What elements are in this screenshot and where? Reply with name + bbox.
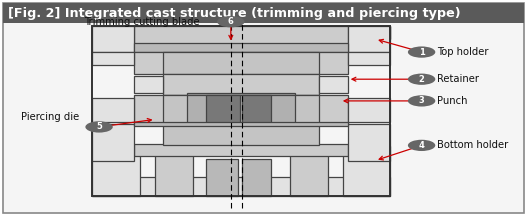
Bar <box>348 124 390 161</box>
Bar <box>92 26 390 196</box>
Bar <box>92 52 134 65</box>
Bar <box>134 26 348 48</box>
Bar <box>163 74 319 95</box>
Bar <box>232 94 252 137</box>
Circle shape <box>408 140 435 151</box>
Bar <box>242 159 271 196</box>
Bar <box>206 159 238 196</box>
Bar <box>319 76 348 93</box>
Circle shape <box>408 74 435 85</box>
Bar <box>155 146 193 196</box>
Bar <box>92 177 390 196</box>
Bar <box>348 26 390 52</box>
Text: Punch: Punch <box>437 96 468 106</box>
Bar <box>206 95 240 124</box>
Circle shape <box>408 95 435 107</box>
Text: 5: 5 <box>96 122 102 132</box>
Bar <box>290 146 328 196</box>
Bar <box>92 26 134 39</box>
Text: Retainer: Retainer <box>437 74 480 84</box>
Bar <box>134 144 348 156</box>
Bar <box>3 3 524 23</box>
Bar <box>163 52 319 74</box>
Bar <box>187 95 295 124</box>
Text: Bottom holder: Bottom holder <box>437 140 509 150</box>
Bar <box>163 95 319 124</box>
Bar <box>92 124 134 161</box>
Bar <box>269 94 284 141</box>
Bar <box>348 52 390 65</box>
Bar <box>134 52 348 74</box>
Bar <box>134 76 163 93</box>
Bar <box>134 122 348 126</box>
Text: 6: 6 <box>228 17 234 26</box>
Bar <box>134 43 348 52</box>
Text: 4: 4 <box>418 141 425 150</box>
Bar <box>92 26 390 39</box>
Bar <box>348 26 390 39</box>
Bar <box>92 146 140 196</box>
Text: Piercing die: Piercing die <box>21 112 80 122</box>
Text: 2: 2 <box>418 75 425 84</box>
Bar <box>163 123 319 145</box>
Bar <box>187 93 295 100</box>
Bar <box>134 95 348 124</box>
Bar <box>242 95 271 124</box>
Text: 1: 1 <box>418 48 425 57</box>
Bar <box>198 94 212 141</box>
Bar <box>343 146 390 196</box>
Text: Top holder: Top holder <box>437 47 489 57</box>
Circle shape <box>85 121 113 133</box>
Text: Trimming cutting blade: Trimming cutting blade <box>84 17 200 27</box>
Bar <box>348 98 390 122</box>
Circle shape <box>408 46 435 58</box>
Text: 3: 3 <box>419 96 424 105</box>
Bar <box>92 26 134 52</box>
Circle shape <box>217 16 245 27</box>
Text: [Fig. 2] Integrated cast structure (trimming and piercing type): [Fig. 2] Integrated cast structure (trim… <box>8 7 461 20</box>
Bar <box>92 98 134 122</box>
